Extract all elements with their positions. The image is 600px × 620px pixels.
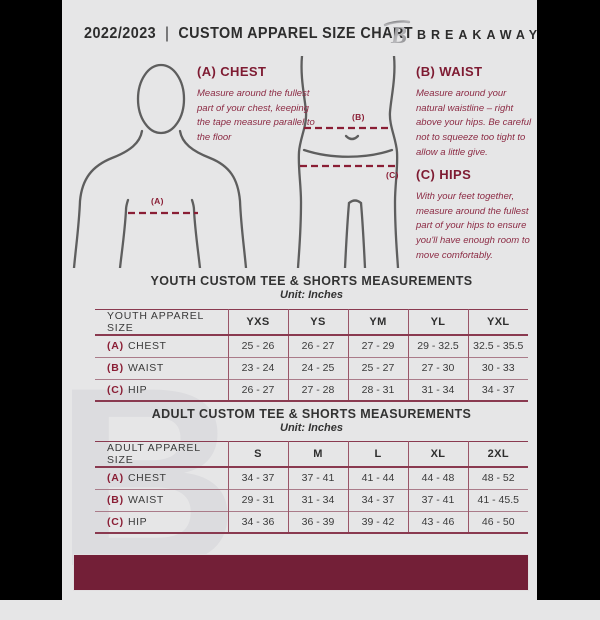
youth-col-ym: YM [347, 309, 408, 335]
youth-table-corner-label: YOUTH APPAREL SIZE [107, 310, 204, 334]
youth-col-yxs: YXS [227, 309, 288, 335]
youth-table-header-row: YOUTH APPAREL SIZE YXS YS YM YL YXL [95, 309, 528, 335]
title-separator: | [165, 25, 170, 42]
hips-instruction-heading: (C) HIPS [416, 167, 472, 182]
adult-section-title: ADULT CUSTOM TEE & SHORTS MEASUREMENTS [151, 407, 472, 421]
adult-table-header-row: ADULT APPAREL SIZE S M L XL 2XL [95, 441, 528, 467]
row-label: HIP [127, 383, 148, 396]
hips-marker-label: (C) [386, 170, 399, 180]
adult-hip-row: (C) HIP 34 - 36 36 - 39 39 - 42 43 - 46 4… [95, 511, 528, 533]
row-label: WAIST [127, 362, 164, 374]
youth-hip-row: (C) HIP 26 - 27 27 - 28 28 - 31 31 - 34 3… [95, 379, 528, 401]
letterbox-bar-right [537, 0, 600, 600]
row-label: WAIST [127, 494, 164, 506]
lower-body-outline-illustration [296, 56, 400, 268]
cell-value: 32.5 - 35.5 [467, 335, 528, 357]
upper-body-outline-illustration [72, 63, 248, 268]
cell-value: 36 - 39 [287, 511, 348, 533]
adult-table-corner-label: ADULT APPAREL SIZE [107, 442, 201, 466]
cell-value: 29 - 32.5 [407, 335, 468, 357]
cell-value: 26 - 27 [227, 379, 288, 401]
row-tag: (B) [107, 494, 124, 506]
adult-col-l: L [347, 441, 408, 467]
chest-marker-label: (A) [151, 196, 164, 206]
adult-section-unit: Unit: Inches [280, 422, 343, 434]
cell-value: 26 - 27 [287, 335, 348, 357]
row-tag: (B) [107, 362, 124, 374]
breakaway-b-logo-icon: B [383, 20, 411, 48]
youth-col-ys: YS [287, 309, 348, 335]
cell-value: 23 - 24 [227, 357, 288, 379]
cell-value: 31 - 34 [287, 489, 348, 511]
row-label: CHEST [127, 340, 167, 353]
row-tag: (C) [107, 515, 124, 528]
adult-waist-row: (B) WAIST 29 - 31 31 - 34 34 - 37 37 - 41… [95, 489, 528, 511]
youth-size-table: YOUTH APPAREL SIZE YXS YS YM YL YXL (A) C… [95, 309, 528, 402]
cell-value: 41 - 45.5 [467, 489, 528, 511]
cell-value: 37 - 41 [287, 467, 348, 489]
cell-value: 34 - 37 [347, 489, 408, 511]
cell-value: 46 - 50 [467, 511, 528, 533]
cell-value: 44 - 48 [407, 467, 468, 489]
waist-marker-label: (B) [352, 112, 365, 122]
cell-value: 28 - 31 [347, 379, 408, 401]
cell-value: 27 - 30 [407, 357, 468, 379]
cell-value: 30 - 33 [467, 357, 528, 379]
cell-value: 34 - 37 [227, 467, 288, 489]
cell-value: 25 - 27 [347, 357, 408, 379]
row-label: HIP [127, 515, 148, 528]
youth-section-title: YOUTH CUSTOM TEE & SHORTS MEASUREMENTS [150, 274, 473, 288]
brand-name: BREAKAWAY [417, 28, 543, 42]
chest-instruction-body: Measure around the fullest part of your … [197, 88, 315, 144]
youth-waist-row: (B) WAIST 23 - 24 24 - 25 25 - 27 27 - 30… [95, 357, 528, 379]
youth-chest-row: (A) CHEST 25 - 26 26 - 27 27 - 29 29 - 32… [95, 335, 528, 357]
footer-bar [73, 554, 529, 591]
chest-instruction: (A) CHEST Measure around the fullest par… [197, 64, 319, 146]
row-label: CHEST [127, 472, 167, 485]
adult-col-s: S [227, 441, 288, 467]
waist-instruction-heading: (B) WAIST [416, 64, 483, 79]
svg-text:B: B [390, 23, 407, 48]
title-main: CUSTOM APPAREL SIZE CHART [178, 25, 414, 42]
cell-value: 34 - 36 [227, 511, 288, 533]
youth-col-yl: YL [407, 309, 468, 335]
cell-value: 27 - 29 [347, 335, 408, 357]
cell-value: 43 - 46 [407, 511, 468, 533]
adult-col-2xl: 2XL [467, 441, 528, 467]
adult-chest-row: (A) CHEST 34 - 37 37 - 41 41 - 44 44 - 48… [95, 467, 528, 489]
adult-col-xl: XL [407, 441, 468, 467]
adult-size-table: ADULT APPAREL SIZE S M L XL 2XL (A) CHEST… [95, 441, 528, 534]
row-tag: (C) [107, 383, 124, 396]
cell-value: 48 - 52 [467, 467, 528, 489]
letterbox-bar-left [0, 0, 62, 600]
cell-value: 24 - 25 [287, 357, 348, 379]
adult-col-m: M [287, 441, 348, 467]
hips-instruction-body: With your feet together, measure around … [416, 191, 530, 261]
cell-value: 25 - 26 [227, 335, 288, 357]
cell-value: 34 - 37 [467, 379, 528, 401]
waist-instruction-body: Measure around your natural waistline – … [416, 88, 532, 158]
hips-instruction: (C) HIPS With your feet together, measur… [416, 167, 538, 264]
youth-col-yxl: YXL [467, 309, 528, 335]
cell-value: 39 - 42 [347, 511, 408, 533]
chest-instruction-heading: (A) CHEST [197, 64, 267, 79]
waist-instruction: (B) WAIST Measure around your natural wa… [416, 64, 532, 161]
page-title: 2022/2023 | CUSTOM APPAREL SIZE CHART [84, 25, 413, 43]
title-year: 2022/2023 [84, 25, 157, 42]
row-tag: (A) [107, 472, 124, 485]
cell-value: 31 - 34 [407, 379, 468, 401]
cell-value: 41 - 44 [347, 467, 408, 489]
row-tag: (A) [107, 340, 124, 353]
cell-value: 29 - 31 [227, 489, 288, 511]
cell-value: 27 - 28 [287, 379, 348, 401]
youth-section-unit: Unit: Inches [280, 289, 343, 301]
cell-value: 37 - 41 [407, 489, 468, 511]
